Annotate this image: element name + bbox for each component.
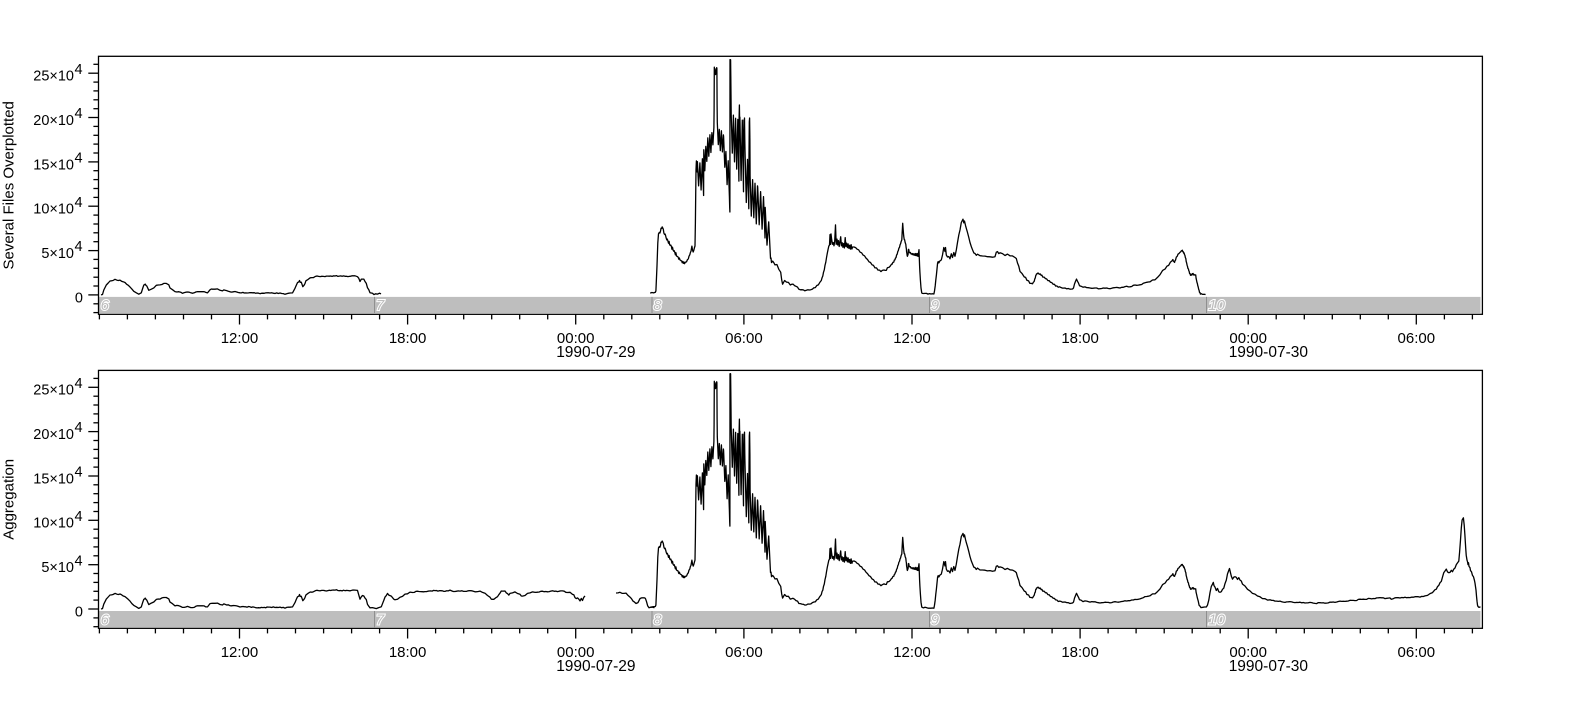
svg-text:12:00: 12:00 <box>221 644 259 661</box>
svg-text:1990-07-29: 1990-07-29 <box>556 344 635 361</box>
svg-text:06:00: 06:00 <box>1398 644 1436 661</box>
svg-text:4: 4 <box>75 239 83 255</box>
svg-text:4: 4 <box>75 106 83 122</box>
svg-text:4: 4 <box>75 553 83 569</box>
svg-text:12:00: 12:00 <box>893 644 931 661</box>
svg-text:5×10: 5×10 <box>41 246 74 262</box>
svg-text:4: 4 <box>75 376 83 392</box>
svg-text:00:00: 00:00 <box>557 330 595 347</box>
svg-text:4: 4 <box>75 151 83 167</box>
svg-text:06:00: 06:00 <box>725 644 763 661</box>
svg-text:Several Files Overplotted: Several Files Overplotted <box>1 101 18 269</box>
svg-text:25×10: 25×10 <box>33 69 74 85</box>
svg-text:6: 6 <box>101 297 110 314</box>
svg-text:4: 4 <box>75 195 83 211</box>
svg-text:10: 10 <box>1208 611 1225 628</box>
svg-text:06:00: 06:00 <box>1398 330 1436 347</box>
svg-text:18:00: 18:00 <box>1061 644 1099 661</box>
svg-text:1990-07-30: 1990-07-30 <box>1229 658 1309 675</box>
svg-text:18:00: 18:00 <box>389 644 427 661</box>
svg-text:8: 8 <box>653 297 662 314</box>
svg-text:1990-07-30: 1990-07-30 <box>1229 344 1309 361</box>
svg-text:5×10: 5×10 <box>41 560 74 576</box>
svg-text:15×10: 15×10 <box>33 157 74 173</box>
svg-text:20×10: 20×10 <box>33 113 74 129</box>
svg-text:20×10: 20×10 <box>33 427 74 443</box>
svg-text:Aggregation: Aggregation <box>1 459 18 540</box>
svg-text:4: 4 <box>75 509 83 525</box>
svg-text:0: 0 <box>75 604 83 620</box>
svg-text:4: 4 <box>75 420 83 436</box>
svg-text:7: 7 <box>376 297 385 314</box>
svg-text:00:00: 00:00 <box>1229 644 1267 661</box>
svg-text:8: 8 <box>653 611 662 628</box>
svg-text:6: 6 <box>101 611 110 628</box>
svg-text:4: 4 <box>75 465 83 481</box>
svg-text:10×10: 10×10 <box>33 202 74 218</box>
svg-text:1990-07-29: 1990-07-29 <box>556 658 635 675</box>
svg-text:00:00: 00:00 <box>1229 330 1267 347</box>
svg-text:7: 7 <box>376 611 385 628</box>
svg-text:15×10: 15×10 <box>33 471 74 487</box>
svg-text:10: 10 <box>1208 297 1225 314</box>
svg-text:12:00: 12:00 <box>221 330 259 347</box>
svg-text:4: 4 <box>75 62 83 78</box>
svg-text:12:00: 12:00 <box>893 330 931 347</box>
svg-text:9: 9 <box>931 611 940 628</box>
svg-text:10×10: 10×10 <box>33 516 74 532</box>
svg-text:9: 9 <box>931 297 940 314</box>
svg-text:00:00: 00:00 <box>557 644 595 661</box>
svg-text:06:00: 06:00 <box>725 330 763 347</box>
svg-text:18:00: 18:00 <box>1061 330 1099 347</box>
svg-text:25×10: 25×10 <box>33 383 74 399</box>
svg-text:18:00: 18:00 <box>389 330 427 347</box>
svg-text:0: 0 <box>75 290 83 306</box>
